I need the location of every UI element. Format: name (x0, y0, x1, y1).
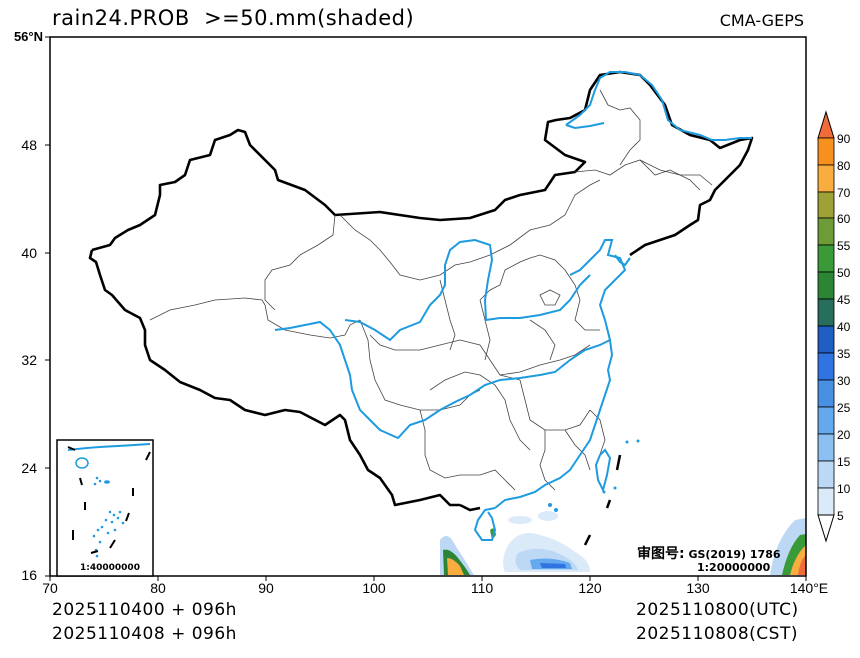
colorbar-label: 30 (837, 374, 851, 388)
y-tick-56: 56°N (13, 29, 43, 44)
colorbar (817, 110, 835, 543)
x-tick-90: 90 (258, 580, 274, 596)
province-borders (149, 89, 713, 491)
valid-time-cst: 2025110808(CST) (636, 624, 798, 644)
colorbar-label: 10 (837, 482, 851, 496)
colorbar-label: 55 (837, 239, 851, 253)
x-tick-130: 130 (686, 580, 710, 596)
x-tick-120: 120 (578, 580, 602, 596)
y-tick-40: 40 (21, 245, 37, 261)
y-tick-48: 48 (21, 137, 37, 153)
approval-label: 审图号: (637, 546, 685, 562)
y-tick-32: 32 (21, 352, 37, 368)
precip-shading (440, 511, 806, 575)
rivers-coastline (274, 71, 752, 541)
islands (548, 439, 640, 512)
colorbar-label: 60 (837, 212, 851, 226)
colorbar-label: 45 (837, 293, 851, 307)
chart-title: rain24.PROB >=50.mm(shaded) (52, 6, 415, 30)
colorbar-label: 70 (837, 186, 851, 200)
colorbar-label: 35 (837, 347, 851, 361)
colorbar-label: 40 (837, 320, 851, 334)
x-tick-100: 100 (362, 580, 386, 596)
colorbar-label: 20 (837, 428, 851, 442)
national-border (91, 70, 754, 257)
x-tick-110: 110 (470, 580, 494, 596)
colorbar-label: 80 (837, 159, 851, 173)
colorbar-label: 50 (837, 266, 851, 280)
colorbar-label: 5 (837, 509, 844, 523)
x-tick-140: 140°E (789, 580, 829, 596)
x-tick-80: 80 (150, 580, 166, 596)
colorbar-label: 25 (837, 401, 851, 415)
model-source-label: CMA-GEPS (719, 11, 804, 30)
y-tick-24: 24 (21, 460, 37, 476)
map-frame (49, 36, 807, 577)
inset-map-scale: 1:40000000 (80, 563, 140, 573)
inset-map-box (56, 439, 154, 577)
init-time-utc: 2025110400 + 096h (52, 600, 237, 620)
x-tick-70: 70 (42, 580, 58, 596)
colorbar-label: 90 (837, 132, 851, 146)
map-approval-number: 审图号: GS(2019) 1786 (637, 543, 781, 563)
main-map-scale: 1:20000000 (697, 561, 771, 574)
approval-code: GS(2019) 1786 (684, 548, 781, 561)
valid-time-utc: 2025110800(UTC) (636, 600, 799, 620)
init-time-cst: 2025110408 + 096h (52, 624, 237, 644)
y-tick-16: 16 (21, 567, 37, 583)
colorbar-label: 15 (837, 455, 851, 469)
nine-dash-line (583, 454, 622, 546)
